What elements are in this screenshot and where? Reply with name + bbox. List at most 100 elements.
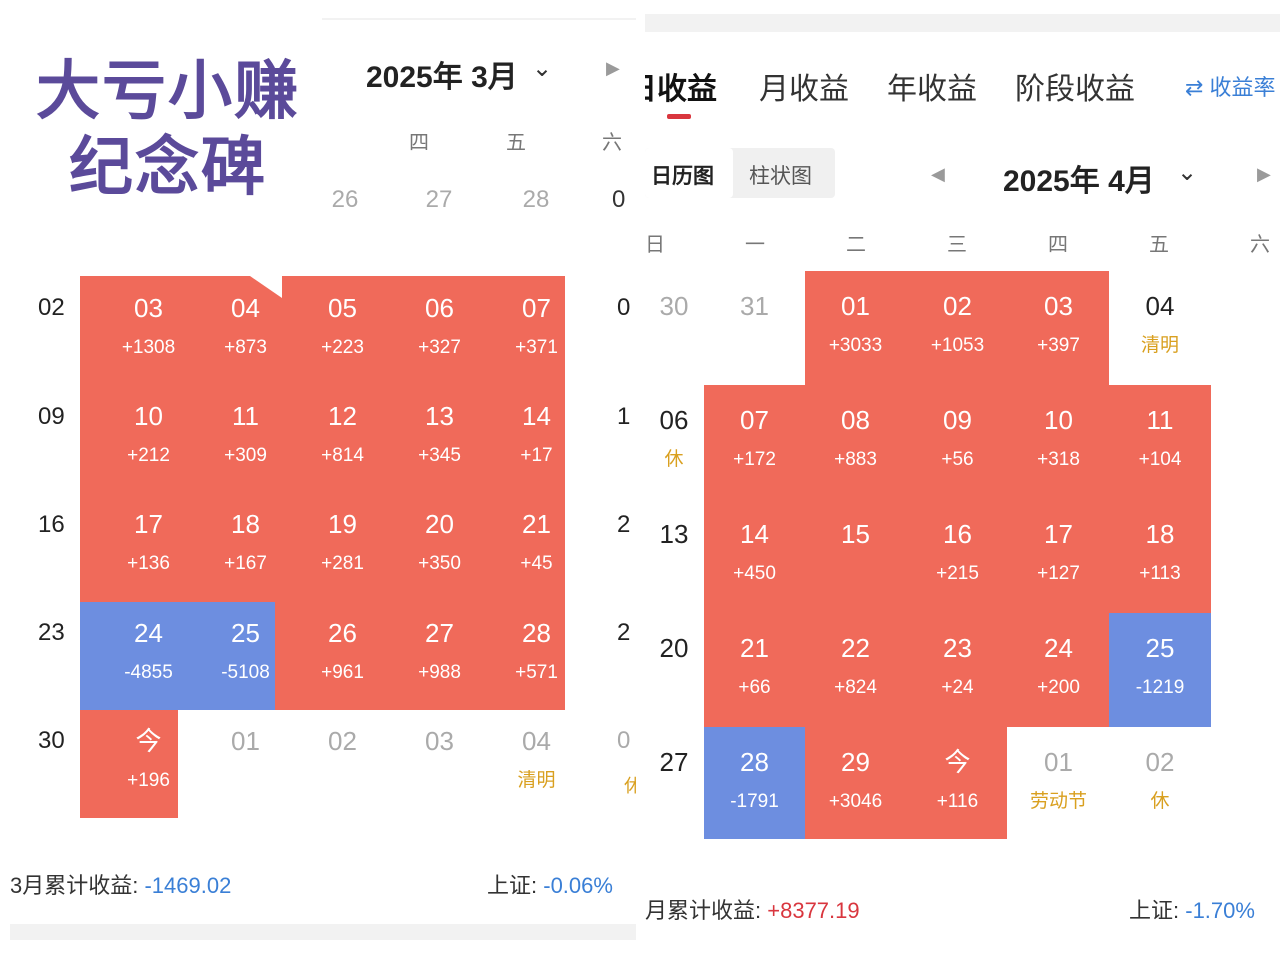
day-cell[interactable]: 31: [704, 290, 805, 358]
day-cell[interactable]: 01 +3033: [805, 290, 906, 358]
day-cell[interactable]: 02 休: [1109, 746, 1211, 814]
day-cell[interactable]: 24 +200: [1008, 632, 1109, 700]
day-cell[interactable]: 05 +223: [294, 292, 391, 360]
day-cell[interactable]: 02: [294, 725, 391, 793]
weekday-label: 六: [1250, 234, 1270, 256]
day-cell[interactable]: 06 +327: [391, 292, 488, 360]
day-cell[interactable]: 今 +116: [907, 746, 1008, 814]
day-profit: +318: [1037, 449, 1080, 470]
day-cell[interactable]: 18 +113: [1109, 518, 1211, 586]
next-month-arrow-icon[interactable]: ▶: [606, 58, 620, 78]
day-profit: +309: [224, 445, 267, 466]
yield-switch-button[interactable]: ⇄ 收益率: [1185, 75, 1276, 100]
day-profit: +350: [418, 553, 461, 574]
day-cell[interactable]: 23 +24: [907, 632, 1008, 700]
day-cell[interactable]: 10 +318: [1008, 404, 1109, 472]
march-calendar-panel: 大亏小赚 纪念碑 2025年 3月 ⌄ ▶ 四 五 六 26 27 28 0 0…: [0, 0, 636, 960]
day-cell[interactable]: 17 +127: [1008, 518, 1109, 586]
day-cell[interactable]: 02 +1053: [907, 290, 1008, 358]
day-cell[interactable]: 14 +17: [488, 400, 585, 468]
day-profit: +223: [321, 337, 364, 358]
prev-month-day[interactable]: 26: [331, 186, 359, 213]
day-cell-edge[interactable]: 0: [612, 186, 626, 213]
day-cell[interactable]: 04 +873: [197, 292, 294, 360]
summary-label: 月累计收益:: [645, 898, 762, 923]
chevron-down-icon[interactable]: ⌄: [1177, 159, 1198, 186]
view-bar-button[interactable]: 柱状图: [749, 165, 812, 188]
day-cell[interactable]: 18 +167: [197, 508, 294, 576]
day-cell[interactable]: 01: [197, 725, 294, 793]
day-cell[interactable]: 29 +3046: [805, 746, 906, 814]
prev-month-arrow-icon[interactable]: ◀: [931, 164, 945, 184]
edge-day-label: 2: [617, 619, 631, 646]
tab-yearly[interactable]: 年收益: [887, 73, 977, 106]
day-cell[interactable]: 03 +397: [1008, 290, 1109, 358]
day-cell[interactable]: 26 +961: [294, 617, 391, 685]
day-cell[interactable]: 11 +309: [197, 400, 294, 468]
day-cell[interactable]: 11 +104: [1109, 404, 1211, 472]
day-cell[interactable]: 17 +136: [100, 508, 197, 576]
day-cell[interactable]: 13: [657, 518, 691, 586]
prev-month-day[interactable]: 27: [425, 186, 453, 213]
day-cell[interactable]: 22 +824: [805, 632, 906, 700]
summary-value: +8377.19: [767, 898, 860, 923]
prev-month-day[interactable]: 28: [522, 186, 550, 213]
day-number: 08: [841, 405, 870, 435]
day-cell[interactable]: 21 +66: [704, 632, 805, 700]
day-profit: +17: [520, 445, 553, 466]
day-cell[interactable]: 24 -4855: [100, 617, 197, 685]
day-cell[interactable]: 07 +371: [488, 292, 585, 360]
day-cell[interactable]: 25 -5108: [197, 617, 294, 685]
day-number: 29: [841, 747, 870, 777]
day-number: 01: [841, 291, 870, 321]
tab-daily[interactable]: 日收益: [645, 73, 717, 106]
loss-block: [80, 602, 275, 710]
day-cell[interactable]: 15: [805, 518, 906, 586]
day-cell[interactable]: 21 +45: [488, 508, 585, 576]
day-profit: -5108: [221, 662, 270, 683]
week-row-label: 02: [38, 294, 65, 321]
day-cell[interactable]: 04 清明: [488, 725, 585, 793]
day-cell[interactable]: 06 休: [657, 404, 691, 472]
day-cell[interactable]: 20 +350: [391, 508, 488, 576]
index-value: -1.70%: [1185, 898, 1255, 923]
view-calendar-button[interactable]: 日历图: [651, 165, 714, 188]
month-selector[interactable]: 2025年 3月: [366, 61, 518, 94]
day-cell[interactable]: 09 +56: [907, 404, 1008, 472]
day-cell[interactable]: 30: [657, 290, 691, 358]
day-cell[interactable]: 08 +883: [805, 404, 906, 472]
day-profit: +116: [936, 791, 979, 812]
day-number: 01: [1044, 747, 1073, 777]
day-cell[interactable]: 07 +172: [704, 404, 805, 472]
day-cell[interactable]: 19 +281: [294, 508, 391, 576]
day-cell[interactable]: 12 +814: [294, 400, 391, 468]
day-cell[interactable]: 10 +212: [100, 400, 197, 468]
tab-period[interactable]: 阶段收益: [1015, 73, 1135, 106]
day-cell[interactable]: 01 劳动节: [1008, 746, 1109, 814]
day-cell[interactable]: 03: [391, 725, 488, 793]
chevron-down-icon[interactable]: ⌄: [532, 55, 553, 82]
day-profit: [657, 562, 691, 586]
day-number: 25: [231, 618, 260, 648]
next-month-arrow-icon[interactable]: ▶: [1257, 164, 1271, 184]
day-cell[interactable]: 28 -1791: [704, 746, 805, 814]
day-number: 02: [1145, 747, 1175, 777]
day-cell[interactable]: 28 +571: [488, 617, 585, 685]
month-selector[interactable]: 2025年 4月: [1003, 165, 1155, 198]
day-number: 20: [659, 633, 689, 663]
day-cell[interactable]: 27: [657, 746, 691, 814]
day-cell[interactable]: 20: [657, 632, 691, 700]
day-cell[interactable]: 25 -1219: [1109, 632, 1211, 700]
day-cell[interactable]: 04 清明: [1109, 290, 1211, 358]
day-cell[interactable]: 27 +988: [391, 617, 488, 685]
day-cell[interactable]: 16 +215: [907, 518, 1008, 586]
weekday-label: 一: [745, 234, 765, 256]
tab-monthly[interactable]: 月收益: [759, 73, 849, 106]
day-cell[interactable]: 03 +1308: [100, 292, 197, 360]
day-cell[interactable]: 14 +450: [704, 518, 805, 586]
day-number: 28: [522, 618, 551, 648]
day-cell[interactable]: 13 +345: [391, 400, 488, 468]
day-cell[interactable]: 今 +196: [100, 725, 197, 793]
day-profit: +814: [321, 445, 364, 466]
day-number: 03: [1044, 291, 1073, 321]
